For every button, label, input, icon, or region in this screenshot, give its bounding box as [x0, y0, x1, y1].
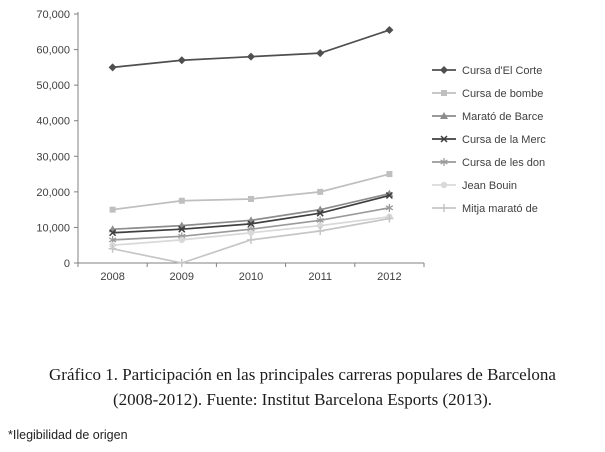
- series-line-0: [112, 29, 390, 69]
- chart-figure: 0 10,000 20,000 30,000 40,000 50,000 60,000 70,…: [36, 9, 546, 283]
- series-marker-3: [247, 220, 255, 228]
- legend-label-5: Jean Bouin: [462, 180, 517, 192]
- series-marker-6: [177, 259, 186, 267]
- series-marker-0: [247, 52, 255, 61]
- series-marker-0: [108, 63, 117, 72]
- legend-label-3: Cursa de la Merc: [462, 134, 546, 146]
- y-tick-label: 10,000: [36, 222, 70, 234]
- y-tick-label: 0: [64, 258, 70, 270]
- y-tick-label: 30,000: [36, 151, 70, 163]
- y-tick-label: 50,000: [36, 80, 70, 92]
- legend-label-6: Mitja marató de: [462, 203, 538, 215]
- y-tick-label: 20,000: [36, 187, 70, 199]
- series-marker-6: [316, 226, 325, 235]
- legend-marker-5: [440, 181, 448, 189]
- series-marker-6: [385, 214, 394, 223]
- series-marker-6: [108, 244, 117, 253]
- series-marker-1: [178, 197, 185, 204]
- series-marker-3: [316, 209, 324, 217]
- footnote-text: *Ilegibilidad de origen: [8, 428, 128, 442]
- legend-marker-2: [440, 112, 448, 119]
- legend-marker-0: [440, 66, 448, 74]
- legend-label-4: Cursa de les don: [462, 157, 545, 169]
- caption-line-1: Gráfico 1. Participación en las principa…: [49, 365, 556, 384]
- x-tick-label: 2011: [308, 271, 332, 283]
- figure-caption: Gráfico 1. Participación en las principa…: [0, 362, 605, 412]
- series-marker-0: [385, 26, 394, 35]
- legend-label-1: Cursa de bombe: [462, 88, 543, 100]
- legend-label-0: Cursa d'El Corte: [462, 65, 542, 77]
- legend-label-2: Marató de Barce: [462, 111, 543, 123]
- series-marker-1: [248, 195, 254, 202]
- series-marker-0: [177, 56, 186, 65]
- series-marker-0: [316, 49, 325, 58]
- x-tick-label: 2012: [377, 271, 401, 283]
- series-marker-5: [178, 236, 185, 244]
- legend-marker-3: [440, 135, 448, 143]
- series-marker-3: [178, 225, 186, 233]
- series-marker-3: [385, 191, 393, 199]
- series-marker-6: [247, 235, 255, 244]
- series-marker-5: [247, 229, 255, 236]
- caption-line-2: (2008-2012). Fuente: Institut Barcelona …: [112, 390, 493, 409]
- series-marker-2: [385, 189, 394, 197]
- legend-marker-4: [440, 158, 448, 166]
- y-tick-label: 40,000: [36, 116, 70, 128]
- x-tick-label: 2009: [170, 271, 194, 283]
- y-tick-label: 60,000: [36, 45, 70, 57]
- series-marker-1: [386, 171, 393, 178]
- series-marker-1: [317, 188, 324, 195]
- line-chart: 0 10,000 20,000 30,000 40,000 50,000 60,000 70,…: [36, 9, 546, 283]
- x-tick-label: 2008: [100, 271, 124, 283]
- series-marker-3: [109, 229, 117, 237]
- y-tick-label: 70,000: [36, 9, 70, 21]
- series-marker-4: [385, 203, 394, 212]
- series-marker-1: [109, 206, 116, 213]
- series-line-1: [112, 173, 390, 211]
- x-tick-label: 2010: [239, 271, 263, 283]
- legend-marker-6: [440, 204, 448, 212]
- legend-marker-1: [441, 90, 447, 96]
- series-marker-5: [317, 222, 324, 229]
